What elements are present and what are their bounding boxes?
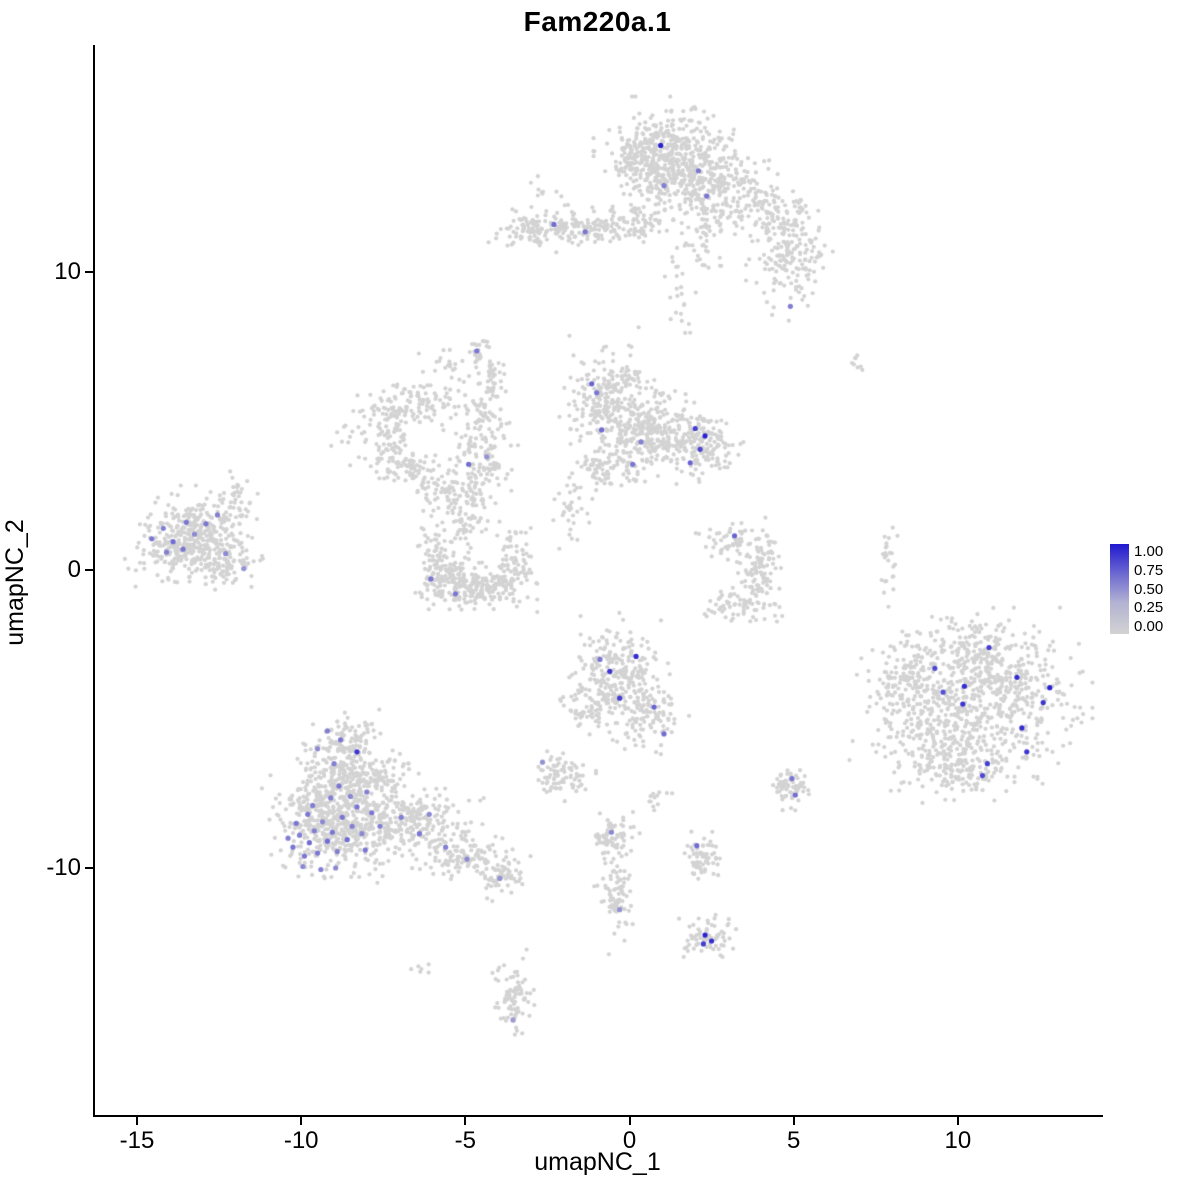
x-tick-mark (464, 1117, 467, 1125)
x-tick-label: 5 (786, 1127, 801, 1154)
x-tick-mark (300, 1117, 303, 1125)
colorbar-label: 1.00 (1134, 543, 1164, 560)
y-tick-mark (85, 271, 93, 274)
x-tick-label: -5 (454, 1127, 477, 1154)
x-tick-label: 0 (622, 1127, 637, 1154)
x-tick-mark (956, 1117, 959, 1125)
colorbar-label: 0.00 (1134, 618, 1164, 635)
x-tick-mark (792, 1117, 795, 1125)
y-tick-mark (85, 866, 93, 869)
x-tick-label: -15 (119, 1127, 155, 1154)
x-tick-label: -10 (283, 1127, 319, 1154)
colorbar-label: 0.75 (1134, 561, 1164, 579)
y-tick-label: 0 (67, 556, 81, 584)
expression-colorbar-legend: 1.00 0.75 0.50 0.25 0.00 (1110, 544, 1163, 634)
x-tick-mark (136, 1117, 139, 1125)
y-tick-label: 10 (54, 258, 81, 286)
x-tick-mark (628, 1117, 631, 1125)
x-tick-label: 10 (944, 1127, 972, 1154)
y-axis-line (93, 45, 95, 1117)
x-axis-title: umapNC_1 (534, 1148, 661, 1176)
plot-title: Fam220a.1 (523, 6, 672, 37)
y-tick-label: -10 (46, 853, 81, 881)
colorbar-label: 0.50 (1134, 580, 1164, 598)
colorbar-labels: 1.00 0.75 0.50 0.25 0.00 (1134, 544, 1163, 634)
colorbar-label: 0.25 (1134, 599, 1164, 617)
x-axis-line (93, 1115, 1103, 1117)
y-tick-mark (85, 569, 93, 572)
y-axis-title: umapNC_2 (1, 519, 29, 646)
colorbar-gradient (1110, 544, 1129, 634)
